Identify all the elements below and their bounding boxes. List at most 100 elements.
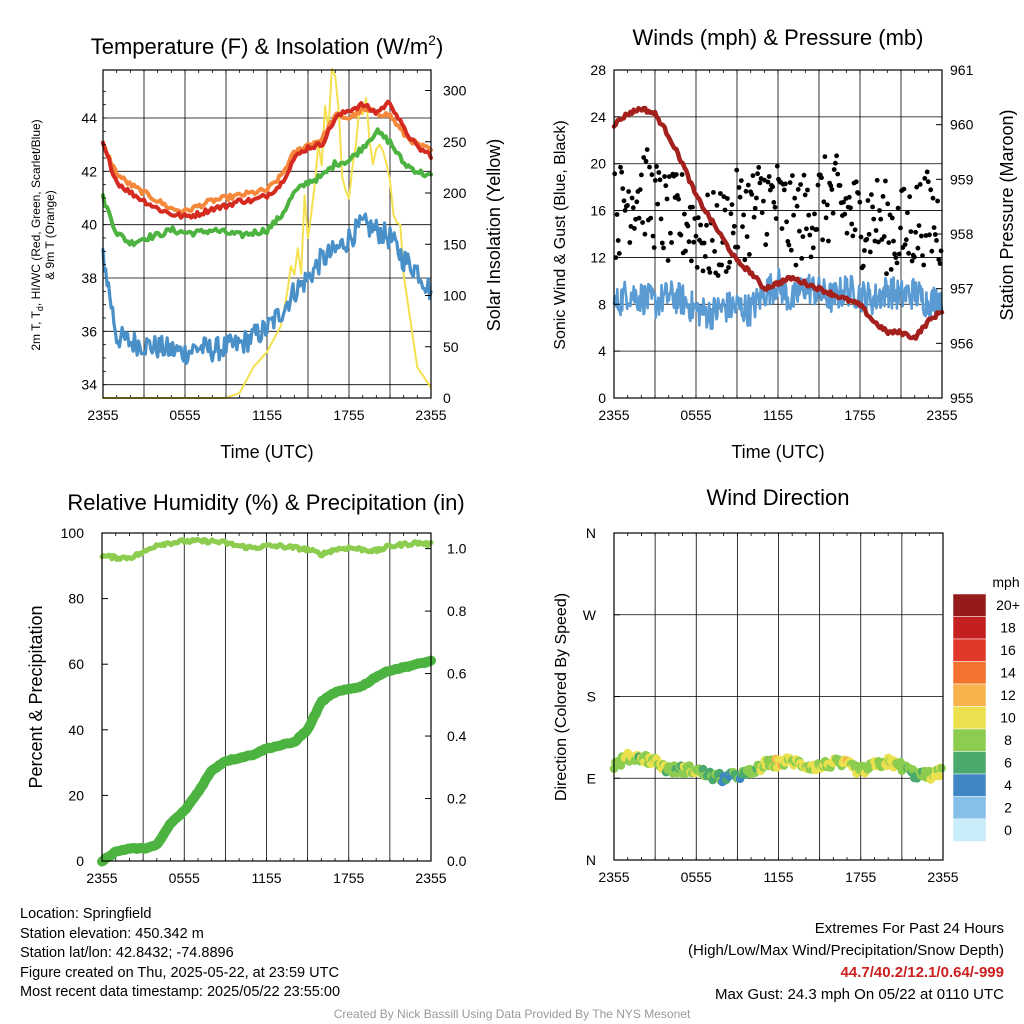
gust-point (846, 194, 852, 200)
gust-point (643, 158, 649, 164)
wind-ylabel-right: Station Pressure (Maroon) (997, 109, 1017, 320)
station-location: Location: Springfield (20, 906, 152, 922)
gust-point (651, 245, 657, 251)
gust-point (650, 233, 656, 239)
gust-point (649, 172, 655, 178)
wind-right-tick-label: 959 (950, 171, 974, 187)
gust-point (807, 232, 813, 238)
gust-point (805, 187, 810, 193)
gust-point (738, 178, 744, 184)
gust-point (925, 179, 931, 185)
dir-xtick-label: 1155 (763, 869, 793, 885)
gust-point (883, 178, 888, 184)
gust-point (745, 182, 751, 188)
gust-point (787, 180, 793, 186)
gust-point (629, 195, 635, 201)
gust-point (751, 214, 757, 220)
dir-left-tick-label: E (587, 770, 596, 786)
gust-point (937, 261, 943, 266)
dir-border (613, 532, 944, 861)
gust-point (678, 232, 684, 238)
gust-point (740, 224, 745, 230)
legend-label: 6 (1004, 755, 1012, 771)
gust-point (712, 249, 717, 254)
wind-right-tick-label: 957 (950, 281, 974, 297)
gust-point (655, 201, 661, 207)
direction-point (685, 761, 694, 770)
rh-left-tick-label: 80 (68, 591, 84, 607)
gust-point (793, 262, 799, 268)
rh-xtick-label: 0555 (169, 870, 200, 886)
temp-right-tick-label: 200 (443, 185, 467, 201)
temperature-title: Temperature (F) & Insolation (W/m2) (91, 32, 444, 59)
gust-point (895, 205, 901, 211)
gust-point (792, 195, 798, 201)
gust-point (735, 244, 741, 250)
gust-point (929, 248, 935, 254)
gust-point (676, 196, 681, 202)
gust-point (779, 226, 785, 232)
wind-xtick-label: 1155 (763, 407, 793, 423)
gust-point (750, 173, 756, 179)
gust-point (800, 234, 806, 240)
legend-swatch (952, 773, 987, 797)
gust-point (906, 250, 911, 256)
gust-point (731, 223, 737, 229)
gust-point (934, 238, 939, 243)
temperature-ylabel-right: Solar Insolation (Yellow) (484, 139, 504, 331)
gust-point (804, 226, 809, 232)
credit-line: Created By Nick Bassill Using Data Provi… (333, 1007, 691, 1021)
gust-point (614, 212, 620, 217)
gust-point (704, 222, 709, 228)
gust-point (726, 265, 731, 270)
gust-point (835, 171, 841, 177)
gust-point (657, 177, 663, 183)
gust-point (790, 173, 795, 179)
gust-point (773, 216, 779, 222)
gust-point (797, 228, 802, 234)
humidity-ylabel-left: Percent & Precipitation (26, 605, 46, 788)
temp-xtick-label: 1155 (252, 407, 282, 423)
gust-point (878, 216, 884, 222)
rh-xtick-label: 1755 (333, 870, 364, 886)
gust-point (876, 239, 881, 245)
gust-point (743, 188, 749, 194)
gust-point (737, 194, 743, 200)
gust-point (637, 187, 643, 193)
gust-point (642, 231, 648, 237)
legend-swatch (952, 796, 987, 820)
legend-swatch (952, 683, 987, 707)
gust-point (752, 205, 758, 211)
gust-point (673, 172, 679, 177)
gust-point (853, 179, 859, 185)
gust-point (755, 171, 760, 177)
gust-point (625, 203, 630, 208)
gust-point (636, 215, 642, 221)
gust-point (849, 221, 855, 227)
rh-right-tick-label: 0.2 (447, 791, 467, 807)
gust-point (661, 245, 666, 251)
legend-swatch (952, 616, 987, 640)
gust-point (831, 167, 837, 172)
gust-point (822, 154, 828, 160)
gust-point (867, 249, 873, 255)
figure-created: Figure created on Thu, 2025-05-22, at 23… (20, 964, 339, 981)
temp-right-tick-label: 150 (443, 236, 467, 252)
gust-point (852, 227, 858, 233)
gust-point (905, 210, 910, 216)
station-latlon: Station lat/lon: 42.8432; -74.8896 (20, 945, 234, 961)
gust-point (711, 190, 716, 195)
gust-point (659, 240, 665, 246)
temperature-panel: Temperature (F) & Insolation (W/m2) 2m T… (29, 32, 504, 462)
gust-point (718, 191, 723, 196)
legend-label: 8 (1004, 732, 1012, 748)
gust-point (786, 242, 792, 248)
gust-point (656, 170, 662, 175)
gust-point (907, 194, 913, 200)
gust-point (719, 262, 724, 268)
legend-label: 12 (1000, 687, 1016, 703)
hi-wc-line (101, 212, 433, 365)
gust-point (826, 238, 831, 244)
gust-point (759, 210, 765, 216)
recent-timestamp: Most recent data timestamp: 2025/05/22 2… (20, 984, 341, 1000)
